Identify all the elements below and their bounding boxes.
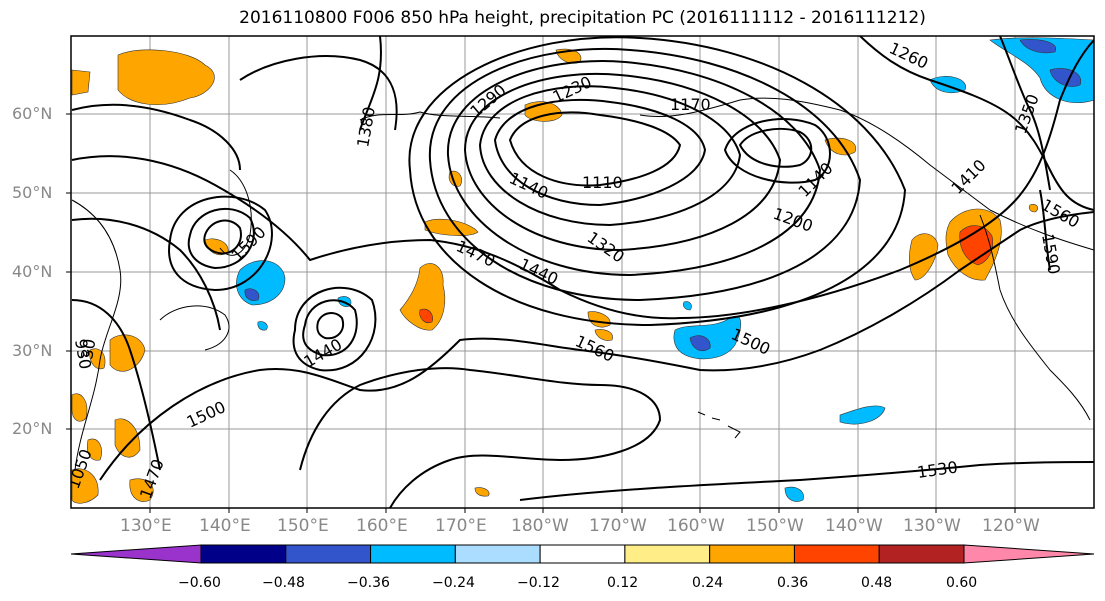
lon-label: 140°E [199, 516, 251, 536]
lat-label: 40°N [12, 262, 53, 281]
lon-label: 170°E [435, 516, 487, 536]
lon-label: 170°W [589, 516, 647, 536]
contour-label: 1110 [582, 173, 623, 192]
contour-label: 1170 [670, 95, 711, 114]
colorbar-tick-label: 0.60 [946, 575, 978, 591]
colorbar-segment [878, 544, 965, 564]
map-title: 2016110800 F006 850 hPa height, precipit… [239, 8, 926, 28]
coastlines [71, 97, 1094, 471]
contour-label: 30 [77, 337, 99, 360]
lon-label: 150°W [746, 516, 804, 536]
lon-label: 130°W [903, 516, 961, 536]
colorbar-segment [200, 544, 287, 564]
colorbar-extend-low [70, 544, 202, 564]
lat-label: 50°N [12, 183, 53, 202]
lon-label: 140°W [825, 516, 883, 536]
colorbar-tick-label: −0.48 [262, 575, 305, 591]
lon-label: 160°W [667, 516, 725, 536]
colorbar-tick-label: −0.24 [432, 575, 475, 591]
lon-label: 120°W [982, 516, 1040, 536]
colorbar-tick-label: −0.36 [347, 575, 390, 591]
lon-label: 180°W [511, 516, 569, 536]
colorbar-tick-label: 0.12 [607, 575, 639, 591]
lat-label: 20°N [12, 419, 53, 438]
colorbar [70, 544, 1095, 564]
colorbar-segment [539, 544, 626, 564]
lon-label: 150°E [277, 516, 329, 536]
colorbar-segment [709, 544, 795, 564]
height-contours [71, 36, 1094, 508]
colorbar-segment [285, 544, 372, 564]
lon-label: 130°E [120, 516, 172, 536]
lat-label: 30°N [12, 341, 53, 360]
precipitation-shading [71, 37, 1094, 504]
colorbar-segment [454, 544, 541, 564]
axis-ticks [66, 113, 1016, 513]
colorbar-tick-label: 0.36 [777, 575, 809, 591]
colorbar-segment [624, 544, 711, 564]
colorbar-segment [370, 544, 456, 564]
colorbar-tick-label: 0.24 [692, 575, 724, 591]
colorbar-tick-label: −0.12 [517, 575, 560, 591]
colorbar-extend-high [963, 544, 1095, 564]
lon-label: 160°E [356, 516, 408, 536]
lat-label: 60°N [12, 104, 53, 123]
colorbar-tick-label: −0.60 [178, 575, 221, 591]
colorbar-segment [793, 544, 880, 564]
colorbar-tick-label: 0.48 [861, 575, 893, 591]
